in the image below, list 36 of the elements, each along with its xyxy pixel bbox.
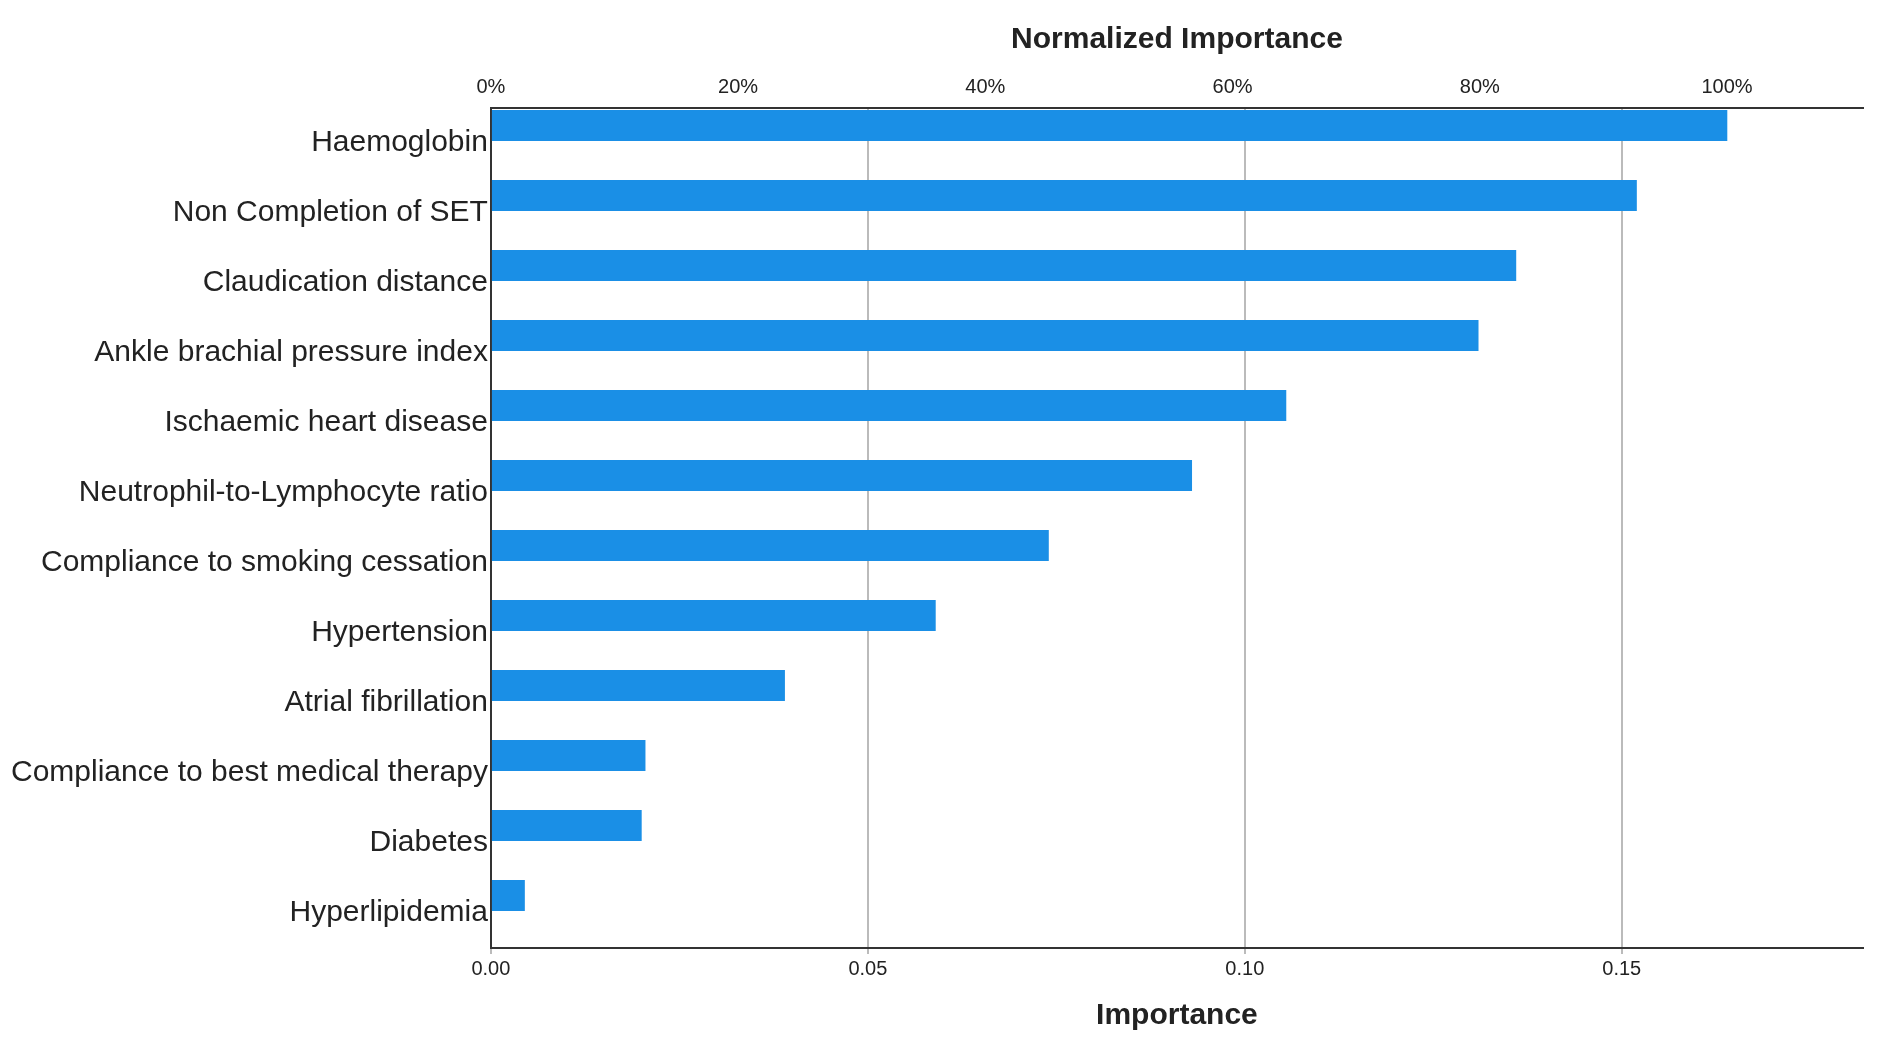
bar (491, 670, 785, 701)
y-tick-label: Claudication distance (202, 264, 488, 298)
x2-tick-label: 20% (718, 74, 759, 97)
y-tick-label: Neutrophil-to-Lymphocyte ratio (78, 474, 488, 508)
x2-tick-label: 80% (1459, 74, 1501, 97)
x-tick-label: 0.10 (1225, 956, 1265, 979)
x2-tick-label: 40% (965, 74, 1006, 97)
bar (491, 880, 525, 911)
y-tick-label: Hypertension (311, 614, 488, 648)
y-tick-label: Hyperlipidemia (289, 894, 489, 928)
bar (491, 180, 1637, 211)
y-tick-label: Atrial fibrillation (284, 684, 488, 718)
bar (491, 320, 1479, 351)
x2-axis-title: Normalized Importance (1011, 21, 1343, 55)
x2-tick-label: 60% (1212, 74, 1253, 97)
x-tick-label: 0.05 (848, 956, 888, 979)
y-tick-label: Compliance to best medical therapy (10, 754, 488, 788)
bar (491, 810, 642, 841)
x-tick-label: 0.15 (1602, 956, 1642, 979)
x-tick-label: 0.00 (471, 956, 511, 979)
y-tick-label: Haemoglobin (311, 124, 488, 158)
y-tick-label: Ankle brachial pressure index (94, 334, 488, 368)
x2-tick-label: 100% (1701, 74, 1753, 97)
y-tick-label: Non Completion of SET (172, 194, 488, 228)
bar (491, 390, 1287, 421)
y-tick-label: Diabetes (369, 824, 488, 858)
bar (491, 600, 936, 631)
y-tick-label: Compliance to smoking cessation (41, 544, 488, 578)
x-axis-title: Importance (1096, 997, 1258, 1031)
y-tick-label: Ischaemic heart disease (164, 404, 488, 438)
bar (491, 250, 1517, 281)
bar (491, 110, 1728, 141)
x2-tick-label: 0% (476, 74, 506, 97)
bar (491, 530, 1049, 561)
bar (491, 460, 1193, 491)
bar (491, 740, 646, 771)
